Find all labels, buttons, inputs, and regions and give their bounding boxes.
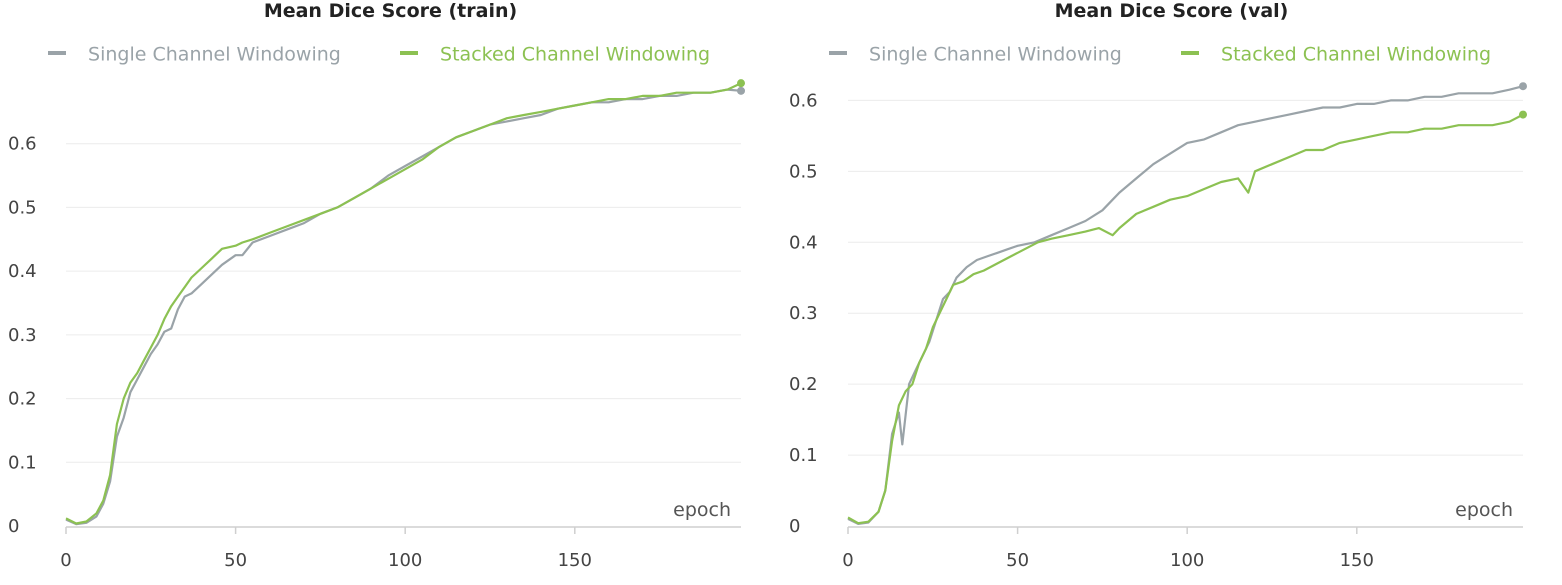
- x-tick-label: 150: [558, 550, 592, 571]
- x-tick-label: 0: [842, 550, 853, 571]
- x-axis-label: epoch: [673, 499, 731, 521]
- legend-swatch-icon: [1181, 50, 1199, 55]
- legend-swatch-icon: [400, 50, 418, 55]
- series-end-marker: [1519, 110, 1527, 119]
- legend-item-stacked-channel[interactable]: Stacked Channel Windowing: [1181, 43, 1491, 66]
- legend-label: Stacked Channel Windowing: [1221, 43, 1492, 66]
- series-line-stacked-channel: [847, 113, 1524, 525]
- y-tick-label: 0.2: [8, 389, 37, 410]
- x-tick-label: 0: [60, 550, 71, 571]
- y-tick-label: 0.5: [8, 197, 37, 218]
- series-end-marker: [737, 79, 745, 88]
- chart-title: Mean Dice Score (val): [1054, 0, 1289, 22]
- legend-item-single-channel[interactable]: Single Channel Windowing: [829, 43, 1122, 66]
- x-tick-label: 150: [1340, 550, 1374, 571]
- legend-swatch-icon: [829, 50, 847, 55]
- y-tick-label: 0.1: [8, 452, 37, 473]
- train-chart-panel: Mean Dice Score (train) Single Channel W…: [8, 0, 745, 571]
- y-tick-label: 0.3: [8, 325, 37, 346]
- y-tick-label: 0.3: [789, 303, 818, 324]
- chart-title: Mean Dice Score (train): [263, 0, 518, 22]
- legend-label: Single Channel Windowing: [869, 43, 1122, 66]
- x-tick-label: 100: [1170, 550, 1204, 571]
- y-tick-label: 0.2: [789, 374, 818, 395]
- legend-label: Stacked Channel Windowing: [440, 43, 711, 66]
- x-tick-label: 50: [224, 550, 247, 571]
- series-end-marker: [1519, 82, 1527, 91]
- series-end-marker: [737, 86, 745, 95]
- y-tick-label: 0: [789, 516, 800, 537]
- x-axis-label: epoch: [1455, 499, 1513, 521]
- val-chart-panel: Mean Dice Score (val) Single Channel Win…: [781, 0, 1562, 585]
- y-tick-label: 0.6: [8, 134, 37, 155]
- val-plot-area: 0 0.1 0.2 0.3 0.4 0.5 0.6 0 50 100 150 epoch: [789, 82, 1527, 571]
- series-line-single-channel: [847, 85, 1524, 525]
- y-tick-label: 0.1: [789, 445, 818, 466]
- y-tick-label: 0.6: [789, 90, 818, 111]
- y-tick-label: 0.4: [789, 232, 818, 253]
- y-tick-label: 0: [8, 516, 19, 537]
- x-tick-label: 100: [388, 550, 422, 571]
- legend-label: Single Channel Windowing: [88, 43, 341, 66]
- legend-item-single-channel[interactable]: Single Channel Windowing: [48, 43, 341, 66]
- y-tick-label: 0.5: [789, 161, 818, 182]
- x-tick-label: 50: [1006, 550, 1029, 571]
- legend-swatch-icon: [48, 50, 66, 55]
- y-tick-label: 0.4: [8, 261, 37, 282]
- train-plot-area: 0 0.1 0.2 0.3 0.4 0.5 0.6 0 50 100 150 epoch: [8, 79, 745, 571]
- series-line-stacked-channel: [65, 82, 742, 525]
- series-line-single-channel: [65, 88, 742, 526]
- legend-item-stacked-channel[interactable]: Stacked Channel Windowing: [400, 43, 710, 66]
